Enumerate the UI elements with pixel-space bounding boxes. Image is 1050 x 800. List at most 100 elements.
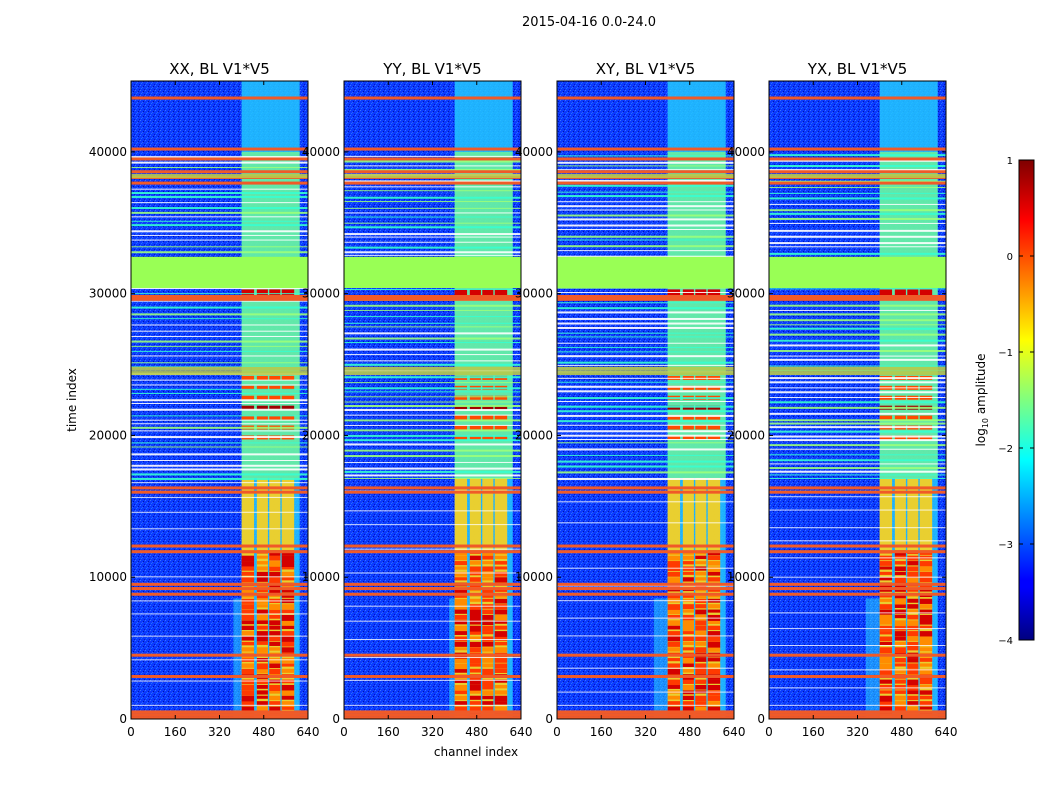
rfi-burst (907, 690, 919, 695)
rfi-burst (281, 706, 295, 710)
rfi-burst (695, 658, 707, 662)
rfi-burst (454, 609, 468, 614)
rfi-burst (682, 658, 694, 664)
rfi-burst (269, 604, 281, 610)
time-line (769, 235, 946, 238)
rfi-burst (907, 631, 919, 637)
time-line (131, 473, 308, 476)
rfi-burst (667, 684, 681, 689)
time-line (344, 180, 521, 183)
rfi-band-dense (454, 151, 513, 478)
time-line (131, 613, 308, 615)
rfi-burst (682, 425, 694, 430)
rfi-burst (482, 668, 494, 675)
rfi-subband-low (907, 477, 919, 719)
rfi-burst (454, 679, 468, 683)
rfi-burst (469, 609, 481, 616)
flagged-row (344, 710, 521, 714)
time-line (557, 355, 734, 358)
panel-1: XX, BL V1*V5 0 160 320 480 640 0 10000 20000 3000… (89, 60, 320, 739)
rfi-burst (494, 679, 508, 683)
low-channel-burst (233, 598, 242, 719)
time-line (557, 448, 734, 451)
rfi-burst (241, 405, 255, 410)
rfi-burst (894, 701, 906, 707)
flagged-row (344, 592, 521, 596)
time-line (131, 287, 308, 290)
time-line (769, 477, 946, 479)
rfi-burst (894, 684, 906, 690)
flagged-row (344, 587, 521, 591)
time-line (344, 405, 521, 408)
rfi-burst (879, 415, 893, 420)
time-line (344, 387, 521, 390)
time-line (769, 439, 946, 442)
rfi-burst (894, 620, 906, 627)
y-tick-label: 20000 (727, 428, 765, 442)
rfi-burst (281, 614, 295, 621)
rfi-burst (682, 555, 694, 560)
rfi-burst (469, 695, 481, 700)
time-line (131, 402, 308, 404)
rfi-burst (281, 561, 295, 568)
time-line (769, 159, 946, 162)
rfi-burst (667, 658, 681, 662)
rfi-burst (281, 604, 295, 610)
rfi-burst (494, 555, 508, 560)
rfi-burst (269, 609, 281, 614)
rfi-burst (469, 684, 481, 691)
rfi-burst (269, 706, 281, 712)
y-tick-label: 0 (332, 712, 340, 726)
rfi-burst (707, 555, 721, 561)
x-tick-label: 0 (553, 725, 561, 739)
rfi-burst (482, 415, 494, 420)
time-line (131, 430, 308, 432)
time-line (557, 635, 734, 637)
flagged-row (131, 674, 308, 678)
flagged-row (131, 297, 308, 301)
rfi-burst (907, 706, 919, 711)
rfi-burst (454, 695, 468, 701)
time-line (344, 354, 521, 356)
rfi-burst (919, 668, 933, 675)
rfi-subband-low (256, 477, 268, 719)
rfi-subband-low (482, 477, 494, 719)
flagged-row (131, 582, 308, 586)
rfi-burst (269, 566, 281, 572)
rfi-burst (707, 604, 721, 609)
figure-suptitle: 2015-04-16 0.0-24.0 (522, 15, 656, 30)
rfi-burst (894, 609, 906, 615)
time-line (769, 324, 946, 326)
time-line (131, 306, 308, 309)
rfi-burst (256, 609, 268, 615)
time-line (131, 345, 308, 347)
time-line (131, 415, 308, 417)
rfi-burst (707, 684, 721, 691)
saturated-block (131, 256, 308, 288)
y-tick-label: 20000 (515, 428, 553, 442)
rfi-burst (667, 631, 681, 636)
time-line (344, 316, 521, 318)
time-line (557, 250, 734, 252)
rfi-burst (256, 395, 268, 400)
rfi-burst (482, 706, 494, 711)
rfi-burst (682, 625, 694, 631)
rfi-burst (281, 375, 295, 380)
rfi-burst (256, 636, 268, 642)
time-line (557, 342, 734, 344)
rfi-burst (494, 706, 508, 711)
rfi-burst (241, 587, 255, 594)
rfi-burst (482, 405, 494, 410)
rfi-burst (469, 631, 481, 635)
rfi-burst (482, 566, 494, 572)
rfi-burst (907, 641, 919, 648)
rfi-burst (454, 614, 468, 620)
rfi-burst (469, 663, 481, 667)
x-tick-label: 640 (510, 725, 533, 739)
time-line (557, 346, 734, 348)
flagged-row (344, 674, 521, 678)
rfi-burst (494, 395, 508, 400)
rfi-burst (469, 658, 481, 664)
time-line (557, 567, 734, 569)
time-line (557, 322, 734, 325)
